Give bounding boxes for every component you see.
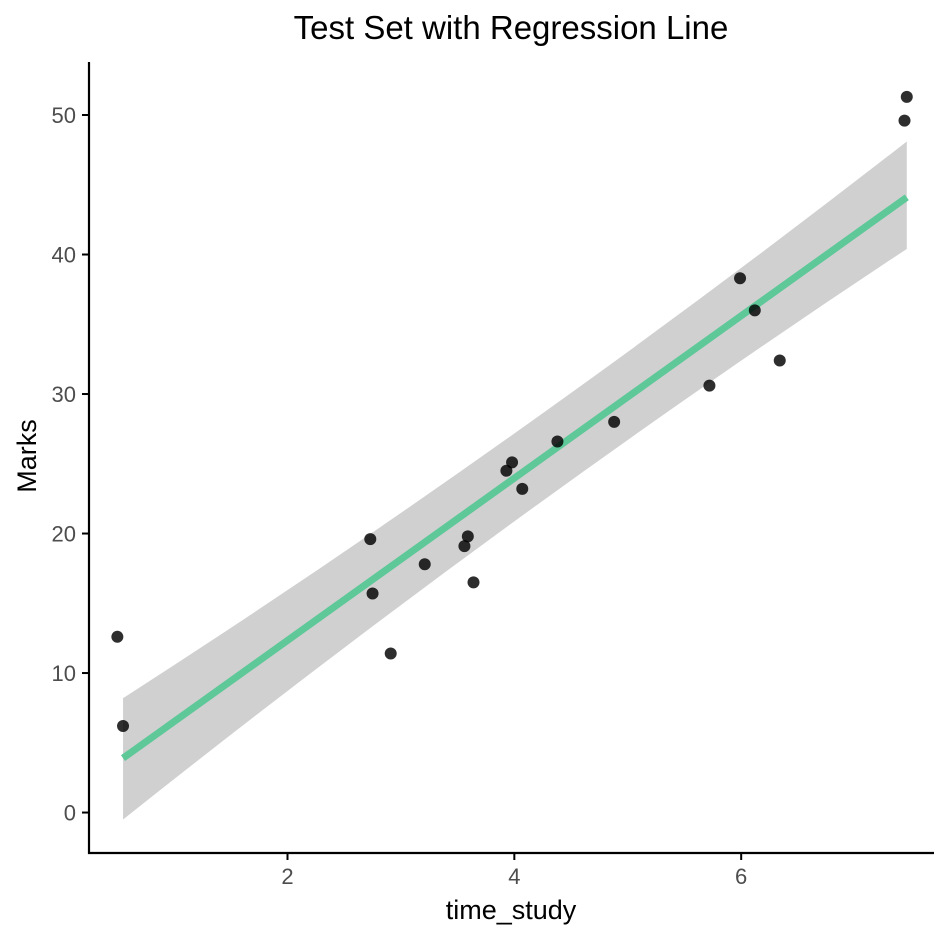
data-point <box>734 272 747 285</box>
data-point <box>467 576 480 589</box>
data-point <box>773 354 786 367</box>
regression-line-layer <box>120 194 909 761</box>
data-point <box>384 647 397 660</box>
data-point <box>898 114 911 127</box>
data-point <box>117 720 130 733</box>
data-point <box>364 533 377 546</box>
data-point <box>506 456 519 469</box>
data-point <box>551 435 564 448</box>
y-tick-label: 40 <box>52 243 76 268</box>
data-point <box>900 90 913 103</box>
data-point <box>461 530 474 543</box>
chart-title: Test Set with Regression Line <box>294 9 729 46</box>
regression-line <box>120 194 909 761</box>
y-tick-label: 50 <box>52 103 76 128</box>
y-tick-label: 20 <box>52 522 76 547</box>
x-tick-label: 4 <box>508 864 520 889</box>
y-tick-label: 30 <box>52 382 76 407</box>
y-tick-label: 0 <box>64 801 76 826</box>
x-tick-label: 2 <box>281 864 293 889</box>
data-point <box>516 482 529 495</box>
data-point <box>366 587 379 600</box>
data-point <box>458 540 471 553</box>
data-point <box>111 630 124 643</box>
data-points-layer <box>111 90 913 733</box>
x-axis-label: time_study <box>446 895 577 925</box>
data-point <box>418 558 431 571</box>
y-tick-label: 10 <box>52 661 76 686</box>
y-axis-label: Marks <box>12 419 42 493</box>
x-tick-label: 6 <box>735 864 747 889</box>
axes-layer: 0 10 20 30 40 50 2 4 6 <box>52 62 934 889</box>
data-point <box>748 304 761 317</box>
data-point <box>608 415 621 428</box>
data-point <box>703 379 716 392</box>
